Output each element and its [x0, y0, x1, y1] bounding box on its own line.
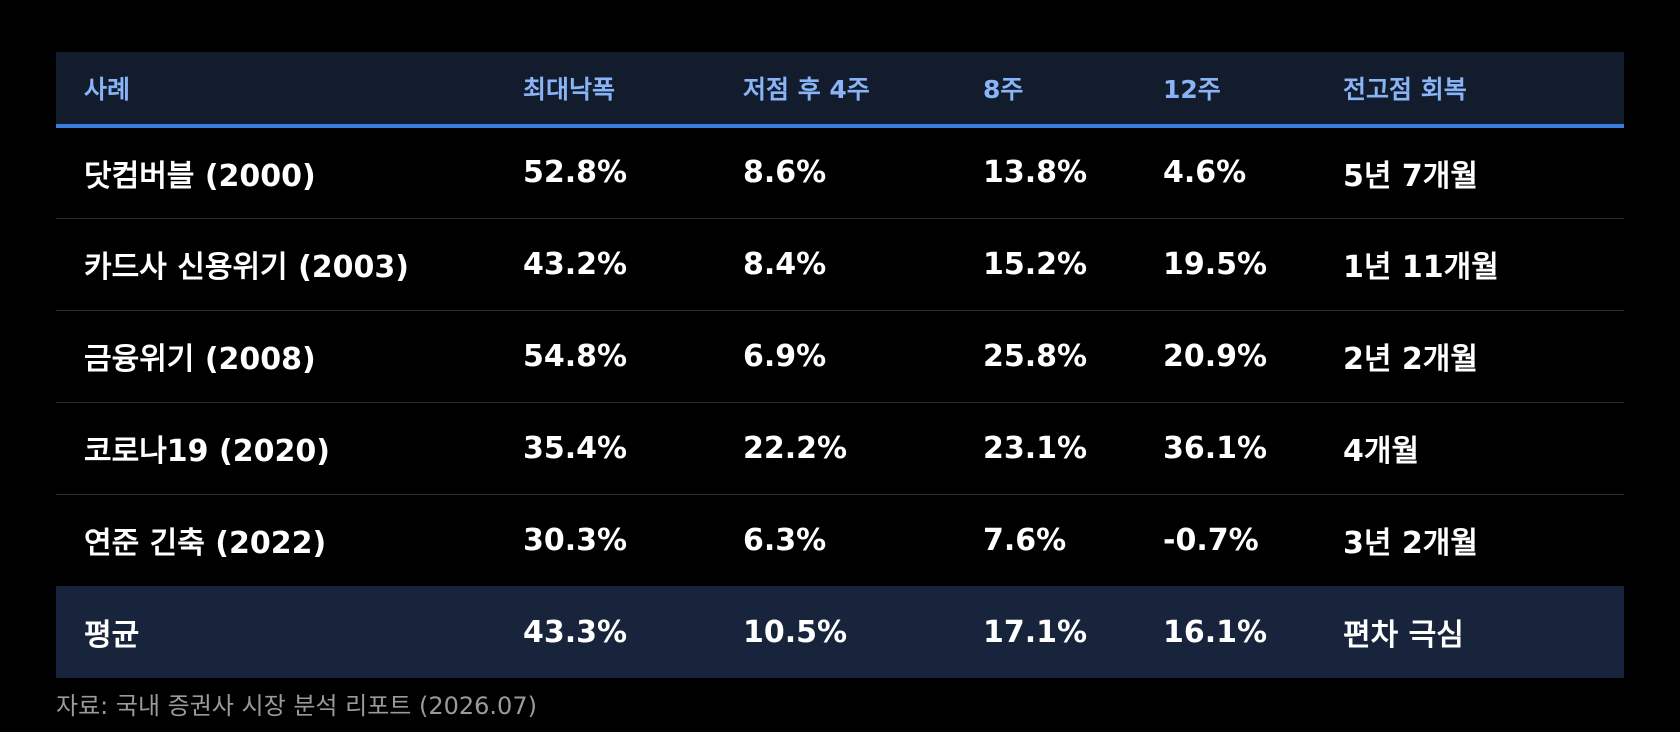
average-row: 평균 43.3% 10.5% 17.1% 16.1% 편차 극심: [56, 586, 1624, 678]
four-week-value: 6.3%: [743, 522, 827, 558]
case-name: 코로나19 (2020): [84, 434, 330, 469]
table-row: 연준 긴축 (2022) 30.3% 6.3% 7.6% -0.7% 3년 2개…: [56, 494, 1624, 586]
four-week-value: 22.2%: [743, 430, 848, 466]
twelve-week-value: 4.6%: [1163, 155, 1247, 191]
twelve-week-value: 19.5%: [1163, 246, 1268, 282]
recovery-period-value: 1년 11개월: [1343, 250, 1499, 285]
four-week-value: 8.6%: [743, 155, 827, 191]
header-4-weeks-after-low: 저점 후 4주: [715, 52, 955, 128]
table-row: 코로나19 (2020) 35.4% 22.2% 23.1% 36.1% 4개월: [56, 402, 1624, 494]
header-row: 사례 최대낙폭 저점 후 4주 8주 12주 전고점 회복: [56, 52, 1624, 128]
twelve-week-value: 20.9%: [1163, 338, 1268, 374]
eight-week-value: 7.6%: [983, 522, 1067, 558]
recovery-period-value: 5년 7개월: [1343, 158, 1478, 194]
eight-week-value: 23.1%: [983, 430, 1088, 466]
max-drawdown-value: 52.8%: [523, 155, 628, 191]
max-drawdown-value: 43.2%: [523, 246, 628, 282]
header-prior-high-recovery: 전고점 회복: [1315, 52, 1624, 128]
four-week-value: 8.4%: [743, 246, 827, 282]
eight-week-value: 13.8%: [983, 155, 1088, 191]
max-drawdown-value: 30.3%: [523, 522, 628, 558]
recovery-period-value: 2년 2개월: [1343, 342, 1478, 377]
average-four-week: 10.5%: [743, 614, 848, 650]
average-twelve-week: 16.1%: [1163, 614, 1268, 650]
max-drawdown-value: 35.4%: [523, 430, 628, 466]
twelve-week-value: -0.7%: [1163, 522, 1259, 558]
four-week-value: 6.9%: [743, 338, 827, 374]
average-max-drawdown: 43.3%: [523, 614, 628, 650]
drawdown-recovery-table-wrapper: 사례 최대낙폭 저점 후 4주 8주 12주 전고점 회복 닷컴버블 (2000…: [56, 52, 1624, 678]
average-recovery-note: 편차 극심: [1343, 618, 1464, 653]
case-name: 연준 긴축 (2022): [84, 526, 327, 562]
max-drawdown-value: 54.8%: [523, 338, 628, 374]
table-footer: 평균 43.3% 10.5% 17.1% 16.1% 편차 극심: [56, 586, 1624, 678]
eight-week-value: 15.2%: [983, 246, 1088, 282]
table-row: 금융위기 (2008) 54.8% 6.9% 25.8% 20.9% 2년 2개…: [56, 310, 1624, 402]
header-case: 사례: [56, 52, 495, 128]
case-name: 금융위기 (2008): [84, 342, 316, 377]
table-row: 카드사 신용위기 (2003) 43.2% 8.4% 15.2% 19.5% 1…: [56, 218, 1624, 310]
case-name: 카드사 신용위기 (2003): [84, 250, 410, 285]
header-max-drawdown: 최대낙폭: [495, 52, 715, 128]
source-note: 자료: 국내 증권사 시장 분석 리포트 (2026.07): [56, 692, 537, 720]
table-row: 닷컴버블 (2000) 52.8% 8.6% 13.8% 4.6% 5년 7개월: [56, 126, 1624, 218]
drawdown-recovery-table: 사례 최대낙폭 저점 후 4주 8주 12주 전고점 회복 닷컴버블 (2000…: [56, 52, 1624, 678]
header-12-weeks: 12주: [1135, 52, 1315, 128]
average-label: 평균: [84, 618, 140, 653]
table-header: 사례 최대낙폭 저점 후 4주 8주 12주 전고점 회복: [56, 52, 1624, 128]
twelve-week-value: 36.1%: [1163, 430, 1268, 466]
average-eight-week: 17.1%: [983, 614, 1088, 650]
case-name: 닷컴버블 (2000): [84, 158, 316, 194]
eight-week-value: 25.8%: [983, 338, 1088, 374]
recovery-period-value: 4개월: [1343, 434, 1420, 469]
header-8-weeks: 8주: [955, 52, 1135, 128]
table-body: 닷컴버블 (2000) 52.8% 8.6% 13.8% 4.6% 5년 7개월…: [56, 126, 1624, 586]
recovery-period-value: 3년 2개월: [1343, 526, 1478, 562]
